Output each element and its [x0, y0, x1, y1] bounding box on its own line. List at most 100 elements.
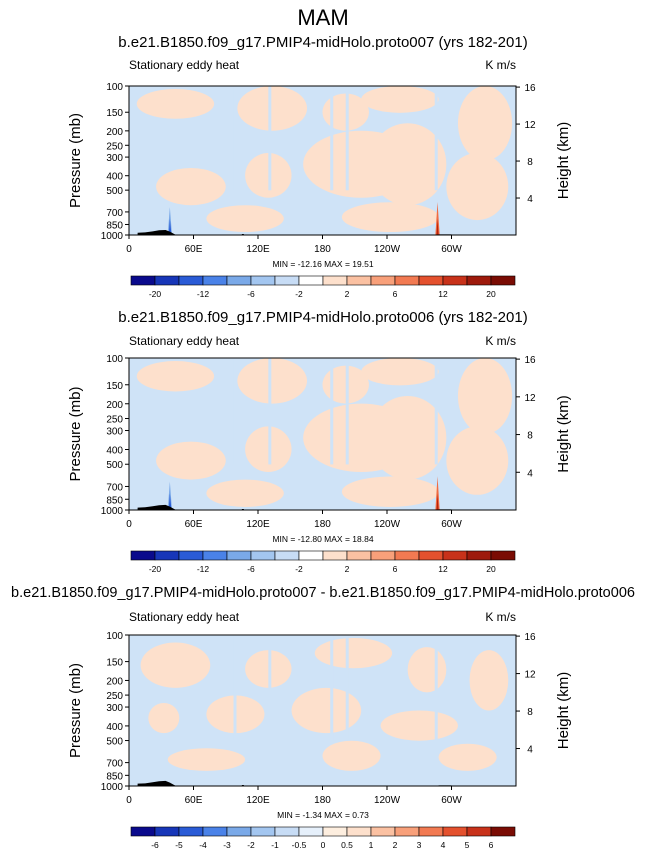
warm-region	[361, 358, 439, 386]
colorbar-segment	[466, 550, 492, 561]
warm-region	[136, 88, 215, 119]
height-tick-label: 4	[527, 745, 533, 756]
x-tick-label: 120E	[246, 244, 270, 255]
cool-streak	[345, 86, 349, 191]
colorbar-segment	[466, 275, 492, 286]
colorbar-label: -0.5	[292, 840, 307, 850]
y-tick-label: 300	[106, 153, 123, 164]
colorbar-segment	[298, 550, 324, 561]
colorbar-segment	[490, 275, 516, 286]
colorbar-segment	[202, 826, 228, 837]
colorbar-label: -6	[151, 840, 159, 850]
colorbar-segment	[346, 826, 372, 837]
y-tick-label: 150	[106, 658, 123, 669]
warm-region	[167, 748, 246, 771]
colorbar-label: 3	[417, 840, 422, 850]
colorbar-segment	[202, 275, 228, 286]
y-tick-label: 500	[106, 737, 123, 748]
colorbar-segment	[178, 550, 204, 561]
colorbar-label: -4	[199, 840, 207, 850]
y-tick-label: 100	[106, 82, 123, 93]
positive-anomaly	[435, 201, 440, 235]
colorbar-segment	[226, 550, 252, 561]
colorbar-label: -3	[223, 840, 231, 850]
y-tick-label: 850	[106, 495, 123, 506]
chart-title: b.e21.B1850.f09_g17.PMIP4-midHolo.proto0…	[11, 585, 635, 601]
colorbar-segment	[442, 550, 468, 561]
y-tick-label: 1000	[101, 506, 124, 517]
chart-subtitle: Stationary eddy heat	[129, 334, 240, 348]
x-tick-label: 0	[126, 795, 132, 806]
cool-streak	[268, 86, 272, 191]
chart-title: b.e21.B1850.f09_g17.PMIP4-midHolo.proto0…	[118, 34, 527, 51]
y-tick-label: 700	[106, 208, 123, 219]
min-max-stats: MIN = -12.80 MAX = 18.84	[272, 534, 373, 544]
height-tick-label: 16	[524, 355, 536, 366]
colorbar-segment	[490, 826, 516, 837]
x-tick-label: 120W	[374, 244, 401, 255]
colorbar-segment	[394, 275, 420, 286]
colorbar-label: 20	[486, 564, 496, 574]
warm-region	[237, 358, 308, 404]
colorbar-segment	[346, 550, 372, 561]
contour-field	[129, 635, 516, 786]
colorbar-label: 12	[438, 289, 448, 299]
colorbar-label: -1	[271, 840, 279, 850]
colorbar-label: 0.5	[341, 840, 353, 850]
cool-streak	[434, 358, 438, 465]
colorbar-segment	[250, 826, 276, 837]
colorbar-label: 1	[369, 840, 374, 850]
colorbar-segment	[178, 826, 204, 837]
colorbar-label: -6	[247, 289, 255, 299]
warm-region	[380, 710, 458, 741]
y-axis-label: Pressure (mb)	[67, 386, 84, 481]
colorbar-segment	[442, 826, 468, 837]
colorbar-segment	[154, 826, 180, 837]
warm-region	[446, 153, 509, 221]
x-tick-label: 120E	[246, 795, 270, 806]
main-title: MAM	[297, 5, 348, 30]
warm-region	[237, 86, 308, 131]
x-tick-label: 180	[314, 519, 331, 530]
colorbar-label: -5	[175, 840, 183, 850]
warm-region	[361, 86, 439, 113]
warm-region	[314, 638, 393, 669]
y-tick-label: 400	[106, 172, 123, 183]
y-tick-label: 1000	[101, 782, 124, 793]
colorbar-segment	[370, 826, 396, 837]
chart-subtitle: Stationary eddy heat	[129, 610, 240, 624]
y-tick-label: 1000	[101, 231, 124, 242]
chart-panel-3: b.e21.B1850.f09_g17.PMIP4-midHolo.proto0…	[11, 585, 635, 850]
colorbar-segment	[298, 275, 324, 286]
cool-streak	[330, 358, 334, 465]
cool-streak	[233, 635, 237, 741]
x-tick-label: 120E	[246, 519, 270, 530]
colorbar-segment	[202, 550, 228, 561]
warm-region	[206, 205, 284, 233]
warm-region	[438, 743, 497, 771]
colorbar-label: -2	[247, 840, 255, 850]
warm-region	[469, 650, 509, 711]
height-tick-label: 8	[527, 431, 533, 442]
colorbar-segment	[418, 826, 444, 837]
cool-streak	[330, 635, 334, 741]
colorbar-segment	[226, 826, 252, 837]
height-tick-label: 8	[527, 157, 533, 168]
warm-region	[136, 361, 215, 392]
colorbar-label: 6	[393, 564, 398, 574]
colorbar-label: 0	[321, 840, 326, 850]
colorbar-segment	[346, 275, 372, 286]
y-axis-label: Pressure (mb)	[67, 663, 84, 758]
colorbar-segment	[418, 550, 444, 561]
x-tick-label: 120W	[374, 519, 401, 530]
x-tick-label: 180	[314, 795, 331, 806]
y-tick-label: 300	[106, 427, 123, 438]
y-tick-label: 500	[106, 186, 123, 197]
positive-anomaly-core	[436, 218, 439, 235]
y-tick-label: 400	[106, 446, 123, 457]
y-tick-label: 200	[106, 127, 123, 138]
y-tick-label: 300	[106, 703, 123, 714]
y-axis-label-right: Height (km)	[555, 672, 572, 750]
colorbar-label: 20	[486, 289, 496, 299]
